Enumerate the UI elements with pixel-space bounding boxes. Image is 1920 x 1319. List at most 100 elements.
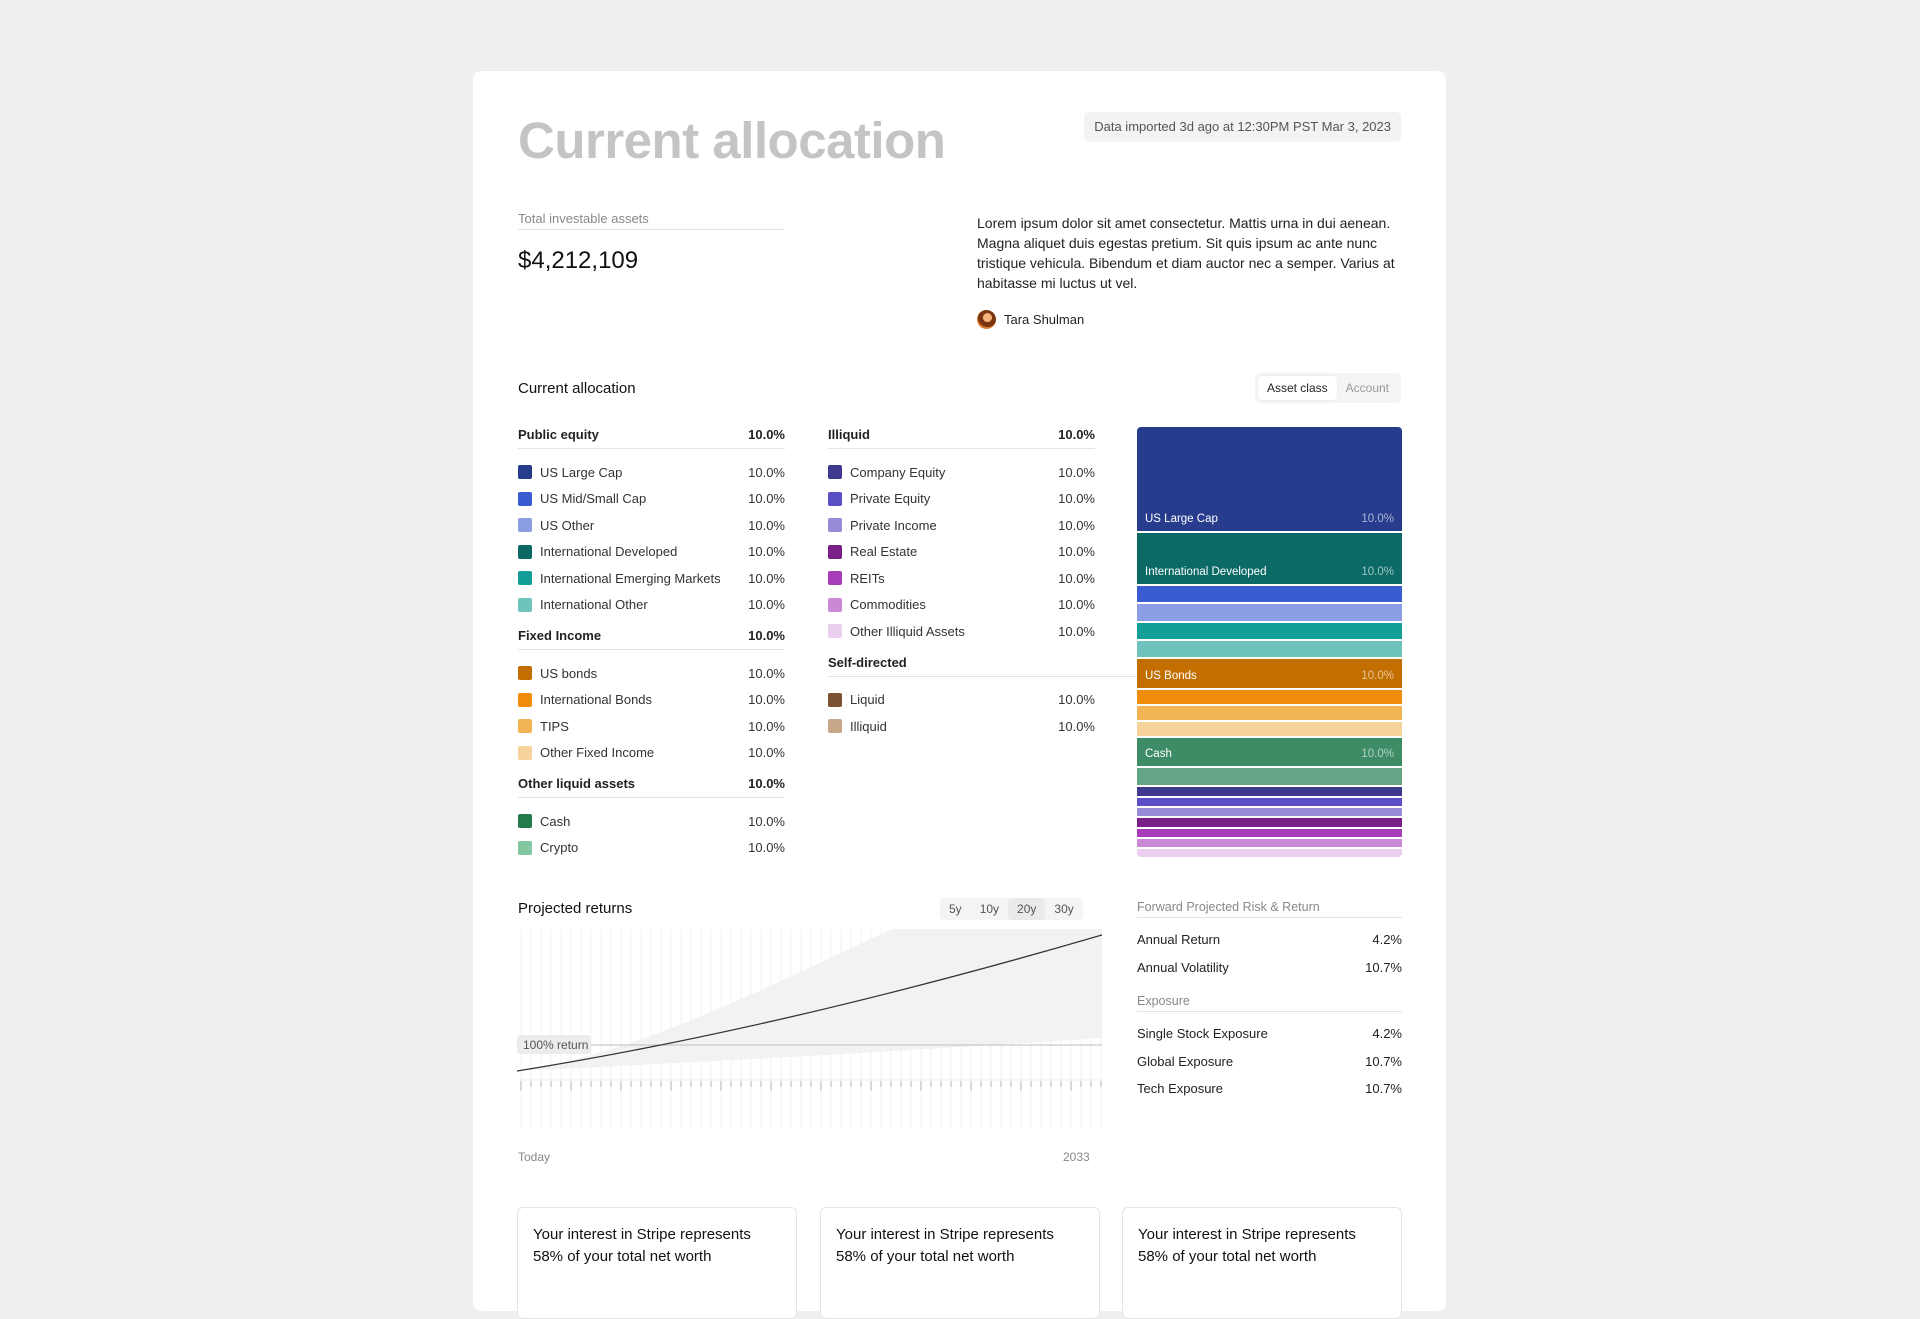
avatar [977,310,996,329]
insight-text: Your interest in Stripe represents 58% o… [836,1226,1054,1265]
allocation-list-right: Illiquid 10.0% Company Equity 10.0% Privat… [828,427,1140,740]
total-assets-value: $4,212,109 [518,247,639,274]
insight-card[interactable]: Your interest in Stripe represents 58% o… [517,1207,797,1319]
color-swatch [828,719,842,734]
color-swatch [518,840,532,855]
segment-crypto[interactable] [1137,768,1402,785]
segment-us-mid-small-cap[interactable] [1137,586,1402,602]
horizon-selector: 5y 10y 20y 30y [940,898,1083,920]
group-header: Illiquid 10.0% [828,427,1095,449]
total-assets-label: Total investable assets [518,211,785,230]
insight-card[interactable]: Your interest in Stripe represents 58% o… [820,1207,1100,1319]
color-swatch [518,491,532,506]
projection-line [517,934,1102,1072]
color-swatch [518,666,532,681]
toggle-asset-class[interactable]: Asset class [1257,376,1337,400]
list-item: Real Estate 10.0% [828,539,1095,566]
segment-cash[interactable]: Cash 10.0% [1137,738,1402,766]
list-item: US bonds 10.0% [518,660,785,687]
color-swatch [828,692,842,707]
list-item: REITs 10.0% [828,565,1095,592]
author-name: Tara Shulman [1004,312,1085,327]
color-swatch [518,745,532,760]
x-label-start: Today [518,1150,551,1164]
segment-international-other[interactable] [1137,641,1402,657]
allocation-list-left: Public equity 10.0% US Large Cap 10.0% US … [518,427,785,861]
list-item: Company Equity 10.0% [828,459,1095,486]
projection-range-band [517,929,1102,1071]
segment-commodities[interactable] [1137,839,1402,847]
color-swatch [518,518,532,533]
segment-us-bonds[interactable]: US Bonds 10.0% [1137,659,1402,688]
list-item: US Other 10.0% [518,512,785,539]
segment-reits[interactable] [1137,829,1402,837]
group-header: Other liquid assets 10.0% [518,776,785,798]
segment-company-equity[interactable] [1137,787,1402,796]
segment-other-illiquid[interactable] [1137,849,1402,857]
metric-row: Tech Exposure 10.7% [1137,1081,1402,1097]
segment-real-estate[interactable] [1137,818,1402,827]
horizon-10y[interactable]: 10y [979,902,1000,916]
list-item: International Other 10.0% [518,592,785,619]
page-title: Current allocation [518,112,946,169]
horizon-5y[interactable]: 5y [949,902,962,916]
color-swatch [828,491,842,506]
insight-text: Your interest in Stripe represents 58% o… [1138,1226,1356,1265]
metric-row: Single Stock Exposure 4.2% [1137,1026,1402,1042]
list-item: TIPS 10.0% [518,713,785,740]
list-item: Other Fixed Income 10.0% [518,740,785,767]
segment-private-equity[interactable] [1137,798,1402,806]
color-swatch [518,571,532,586]
metric-row: Global Exposure 10.7% [1137,1053,1402,1069]
reference-label-bg [517,1035,591,1054]
color-swatch [828,518,842,533]
allocation-view-toggle: Asset class Account [1254,373,1401,403]
color-swatch [828,465,842,480]
toggle-account[interactable]: Account [1345,381,1389,395]
list-item: Commodities 10.0% [828,592,1095,619]
list-item: US Large Cap 10.0% [518,459,785,486]
horizon-30y[interactable]: 30y [1054,902,1074,916]
import-status-badge: Data imported 3d ago at 12:30PM PST Mar … [1084,112,1401,142]
segment-international-bonds[interactable] [1137,690,1402,704]
insight-card[interactable]: Your interest in Stripe represents 58% o… [1122,1207,1402,1319]
segment-international-emerging[interactable] [1137,623,1402,639]
list-item: Crypto 10.0% [518,835,785,862]
allocation-section-title: Current allocation [518,380,636,397]
segment-us-large-cap[interactable]: US Large Cap 10.0% [1137,427,1402,531]
segment-tips[interactable] [1137,706,1402,720]
color-swatch [518,692,532,707]
color-swatch [518,719,532,734]
list-item: Private Equity 10.0% [828,486,1095,513]
color-swatch [518,814,532,829]
horizon-20y[interactable]: 20y [1008,898,1046,920]
group-header: Self-directed [828,655,1140,677]
list-item: Other Illiquid Assets 10.0% [828,618,1095,645]
color-swatch [828,544,842,559]
segment-private-income[interactable] [1137,808,1402,816]
projected-returns-chart: 100% return [517,929,1102,1129]
list-item: International Developed 10.0% [518,539,785,566]
list-item: Private Income 10.0% [828,512,1095,539]
projected-returns-title: Projected returns [518,900,633,917]
color-swatch [828,571,842,586]
color-swatch [518,544,532,559]
author[interactable]: Tara Shulman [977,310,1084,329]
allocation-card: Current allocation Data imported 3d ago … [473,71,1446,1319]
list-item: International Bonds 10.0% [518,687,785,714]
segment-us-other[interactable] [1137,604,1402,621]
insight-text: Your interest in Stripe represents 58% o… [533,1226,751,1265]
color-swatch [518,465,532,480]
x-ticks [520,1081,1102,1091]
list-item: Cash 10.0% [518,808,785,835]
metric-row: Annual Volatility 10.7% [1137,959,1402,975]
segment-other-fixed-income[interactable] [1137,722,1402,736]
allocation-stacked-bar: US Large Cap 10.0% International Develope… [1137,427,1402,857]
reference-label: 100% return [523,1038,588,1052]
metric-row: Annual Return 4.2% [1137,932,1402,948]
exposure-title: Exposure [1137,994,1402,1012]
segment-international-developed[interactable]: International Developed 10.0% [1137,533,1402,584]
color-swatch [828,624,842,639]
advisor-note: Lorem ipsum dolor sit amet consectetur. … [977,215,1395,291]
list-item: Illiquid 10.0% [828,713,1095,740]
